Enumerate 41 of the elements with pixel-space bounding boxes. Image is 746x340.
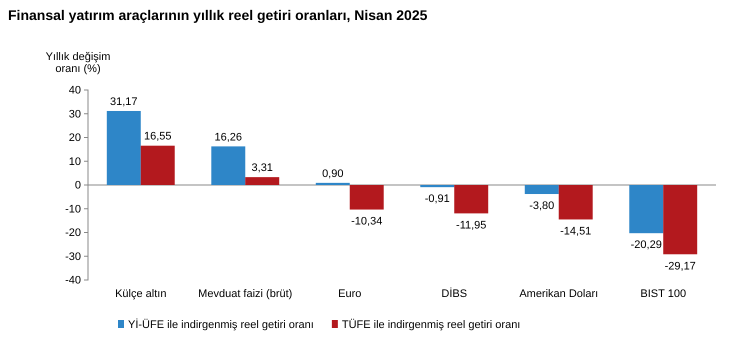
y-tick-label: 10 bbox=[68, 156, 81, 168]
data-label: -0,91 bbox=[424, 193, 450, 206]
y-tick-label: -40 bbox=[65, 274, 81, 287]
bar bbox=[211, 146, 246, 185]
bar bbox=[629, 185, 664, 234]
x-tick-label: BIST 100 bbox=[640, 288, 686, 300]
data-label: -20,29 bbox=[630, 239, 662, 252]
data-label: 3,31 bbox=[252, 162, 273, 174]
x-tick-label: Mevduat faizi (brüt) bbox=[198, 288, 292, 300]
data-label: -11,95 bbox=[456, 219, 486, 232]
legend-label: Yİ-ÜFE ile indirgenmiş reel getiri oranı bbox=[128, 318, 314, 331]
bar bbox=[140, 146, 175, 185]
data-label: -3,80 bbox=[529, 200, 554, 212]
data-label: -14,51 bbox=[560, 225, 592, 238]
data-label: 16,26 bbox=[214, 131, 242, 144]
x-tick-label: Külçe altın bbox=[115, 288, 166, 300]
bar bbox=[106, 110, 141, 185]
data-label: -29,17 bbox=[664, 260, 696, 272]
chart-title: Finansal yatırım araçlarının yıllık reel getiri oranları, Nisan 2025 bbox=[8, 7, 428, 23]
x-tick-label: Euro bbox=[338, 288, 362, 300]
data-label: -10,34 bbox=[351, 216, 382, 228]
y-tick-label: 40 bbox=[68, 84, 81, 97]
bar bbox=[558, 185, 593, 220]
x-tick-label: DİBS bbox=[441, 286, 468, 300]
data-label: 16,55 bbox=[144, 130, 172, 143]
bar bbox=[245, 177, 280, 185]
x-tick-label: Amerikan Doları bbox=[519, 288, 598, 300]
bar bbox=[524, 185, 559, 194]
y-tick-label: -10 bbox=[65, 203, 81, 216]
bar bbox=[663, 185, 698, 254]
y-tick-label: 20 bbox=[68, 132, 81, 144]
data-label: 0,90 bbox=[322, 168, 344, 180]
y-tick-label: 0 bbox=[74, 180, 81, 192]
data-label: 31,17 bbox=[110, 96, 138, 108]
y-tick-label: 30 bbox=[68, 108, 81, 120]
y-axis-title: Yıllık değişim oranı (%) bbox=[46, 51, 110, 75]
y-tick-label: -20 bbox=[65, 227, 81, 240]
bar bbox=[454, 185, 488, 214]
legend-label: TÜFE ile indirgenmiş reel getiri oranı bbox=[342, 318, 520, 331]
bar bbox=[350, 185, 384, 210]
y-tick-label: -30 bbox=[65, 250, 81, 263]
